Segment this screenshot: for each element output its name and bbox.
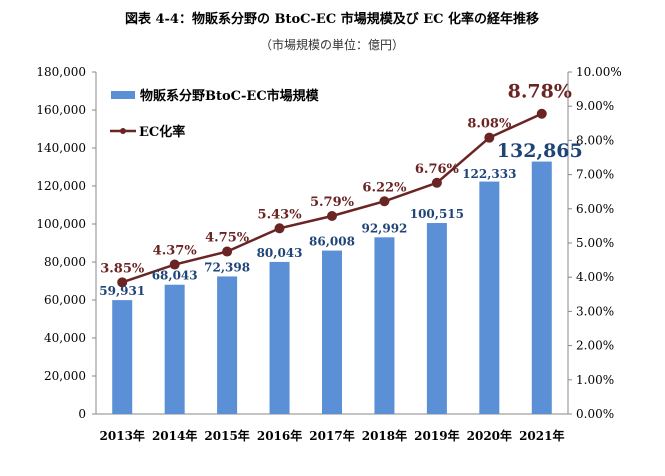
legend-line-marker (120, 128, 126, 134)
right-tick-label: 10.00% (576, 65, 622, 79)
bar-value-label: 132,865 (497, 140, 583, 162)
ec-rate-point (327, 210, 337, 221)
bar-value-label: 68,043 (152, 269, 198, 283)
chart-subtitle: （市場規模の単位：億円） (260, 37, 404, 52)
bar-value-label: 59,931 (99, 284, 145, 298)
ec-rate-label: 8.08% (467, 117, 512, 132)
left-tick-label: 60,000 (44, 293, 86, 307)
right-tick-label: 8.00% (576, 133, 614, 147)
bar (374, 237, 395, 414)
right-tick-label: 2.00% (576, 339, 614, 353)
right-tick-label: 4.00% (576, 270, 614, 284)
x-tick-label: 2019年 (414, 428, 459, 443)
x-tick-label: 2013年 (100, 428, 145, 443)
ec-rate-point (379, 196, 390, 207)
ec-rate-point (117, 277, 128, 288)
bar (531, 161, 552, 414)
ec-rate-label: 3.85% (100, 261, 145, 276)
bar-value-label: 100,515 (410, 207, 464, 221)
ec-rate-label: 4.75% (205, 231, 250, 246)
x-tick-label: 2014年 (152, 428, 197, 443)
bar-value-label: 86,008 (309, 235, 355, 249)
left-tick-label: 40,000 (44, 331, 86, 345)
legend: 物販系分野BtoC-EC市場規模 EC化率 (110, 88, 320, 140)
legend-bar-label: 物販系分野BtoC-EC市場規模 (140, 88, 320, 104)
x-tick-label: 2017年 (309, 428, 354, 443)
left-tick-label: 0 (78, 407, 86, 421)
ec-rate-label: 8.78% (508, 81, 572, 103)
ec-rate-point (536, 108, 547, 119)
right-tick-label: 7.00% (576, 168, 614, 182)
right-tick-label: 6.00% (576, 202, 614, 216)
left-tick-label: 80,000 (44, 255, 86, 269)
bar (164, 284, 185, 414)
x-tick-label: 2015年 (204, 428, 249, 443)
left-tick-label: 140,000 (36, 141, 86, 155)
x-tick-label: 2018年 (362, 428, 407, 443)
ec-rate-label: 5.43% (258, 207, 303, 222)
left-tick-label: 160,000 (36, 103, 86, 117)
ec-rate-point (431, 177, 442, 188)
x-tick-label: 2021年 (519, 428, 564, 443)
left-tick-label: 20,000 (44, 369, 86, 383)
ec-rate-label: 6.22% (362, 180, 407, 195)
bar-value-label: 122,333 (462, 167, 516, 181)
bar (217, 276, 238, 414)
ec-rate-label: 6.76% (415, 162, 460, 177)
right-tick-label: 5.00% (576, 236, 614, 250)
legend-bar-swatch (111, 91, 135, 99)
bar-value-label: 92,992 (361, 221, 407, 235)
bar-value-label: 72,398 (204, 260, 250, 274)
x-tick-label: 2020年 (467, 428, 512, 443)
bar (426, 223, 447, 414)
legend-line-label: EC化率 (139, 124, 185, 140)
right-tick-label: 1.00% (576, 373, 614, 387)
bar (479, 181, 500, 414)
left-tick-label: 100,000 (36, 217, 86, 231)
right-tick-label: 3.00% (576, 304, 614, 318)
left-tick-label: 180,000 (36, 65, 86, 79)
chart-title: 図表 4-4：物販系分野の BtoC-EC 市場規模及び EC 化率の経年推移 (125, 11, 539, 27)
x-tick-label: 2016年 (257, 428, 302, 443)
bar-value-label: 80,043 (257, 246, 303, 260)
ec-rate-point (169, 259, 180, 270)
bar (269, 261, 290, 414)
ec-rate-point (222, 246, 233, 257)
bar (112, 300, 133, 414)
right-tick-label: 9.00% (576, 99, 614, 113)
ec-rate-point (484, 132, 495, 143)
left-tick-label: 120,000 (36, 179, 86, 193)
bar (322, 250, 342, 414)
ec-rate-label: 5.79% (310, 195, 355, 210)
right-tick-label: 0.00% (576, 407, 614, 421)
ec-rate-label: 4.37% (153, 244, 198, 259)
ec-rate-point (274, 223, 285, 234)
